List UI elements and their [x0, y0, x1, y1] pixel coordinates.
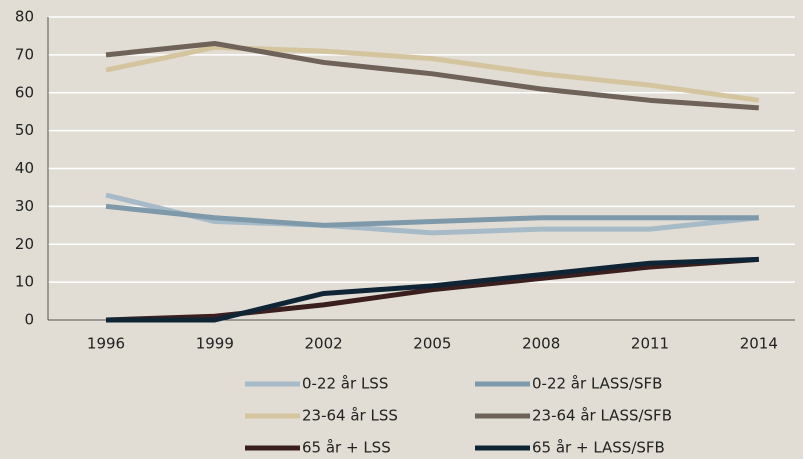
y-tick-label: 10 [15, 273, 34, 291]
y-tick-label: 80 [15, 8, 34, 26]
legend-label: 65 år + LSS [302, 439, 391, 457]
legend-label: 0-22 år LASS/SFB [532, 375, 662, 393]
x-tick-label: 2011 [631, 335, 669, 353]
x-tick-label: 2014 [740, 335, 778, 353]
series-line [105, 203, 759, 228]
legend-label: 23-64 år LSS [302, 407, 398, 425]
x-tick-label: 1996 [87, 335, 125, 353]
y-tick-label: 0 [24, 311, 34, 329]
legend-label: 0-22 år LSS [302, 375, 388, 393]
x-tick-label: 1999 [196, 335, 234, 353]
series-line [105, 44, 760, 103]
x-tick-label: 2008 [522, 335, 560, 353]
y-tick-label: 40 [15, 159, 34, 177]
series-line [106, 256, 759, 323]
series-line [105, 192, 760, 236]
x-tick-label: 2005 [413, 335, 451, 353]
series-line [105, 256, 759, 323]
y-tick-label: 70 [15, 45, 34, 63]
y-tick-label: 60 [15, 83, 34, 101]
x-tick-label: 2002 [305, 335, 343, 353]
y-tick-label: 30 [15, 197, 34, 215]
y-tick-label: 20 [15, 235, 34, 253]
legend-label: 65 år + LASS/SFB [532, 439, 665, 457]
y-tick-label: 50 [15, 121, 34, 139]
legend-label: 23-64 år LASS/SFB [532, 407, 672, 425]
series-line [105, 41, 759, 111]
